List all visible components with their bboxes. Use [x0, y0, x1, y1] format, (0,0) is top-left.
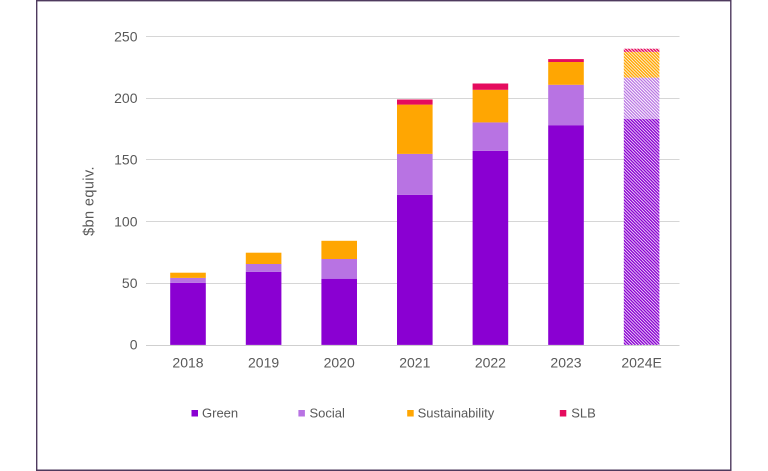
svg-text:2020: 2020 — [324, 354, 355, 370]
svg-text:50: 50 — [122, 275, 138, 291]
svg-text:250: 250 — [114, 28, 138, 44]
svg-text:2021: 2021 — [399, 354, 430, 370]
svg-text:Green: Green — [202, 406, 238, 421]
svg-text:$bn equiv.: $bn equiv. — [82, 166, 98, 236]
svg-text:2019: 2019 — [248, 354, 279, 370]
svg-text:150: 150 — [114, 152, 138, 168]
svg-text:SLB: SLB — [571, 406, 596, 421]
svg-text:100: 100 — [114, 213, 138, 229]
svg-text:200: 200 — [114, 90, 138, 106]
svg-text:2018: 2018 — [172, 354, 203, 370]
svg-text:Sustainability: Sustainability — [418, 406, 495, 421]
svg-text:Social: Social — [310, 406, 346, 421]
svg-text:2022: 2022 — [475, 354, 506, 370]
svg-text:2023: 2023 — [550, 354, 581, 370]
svg-text:0: 0 — [130, 337, 138, 353]
svg-text:2024E: 2024E — [621, 354, 661, 370]
